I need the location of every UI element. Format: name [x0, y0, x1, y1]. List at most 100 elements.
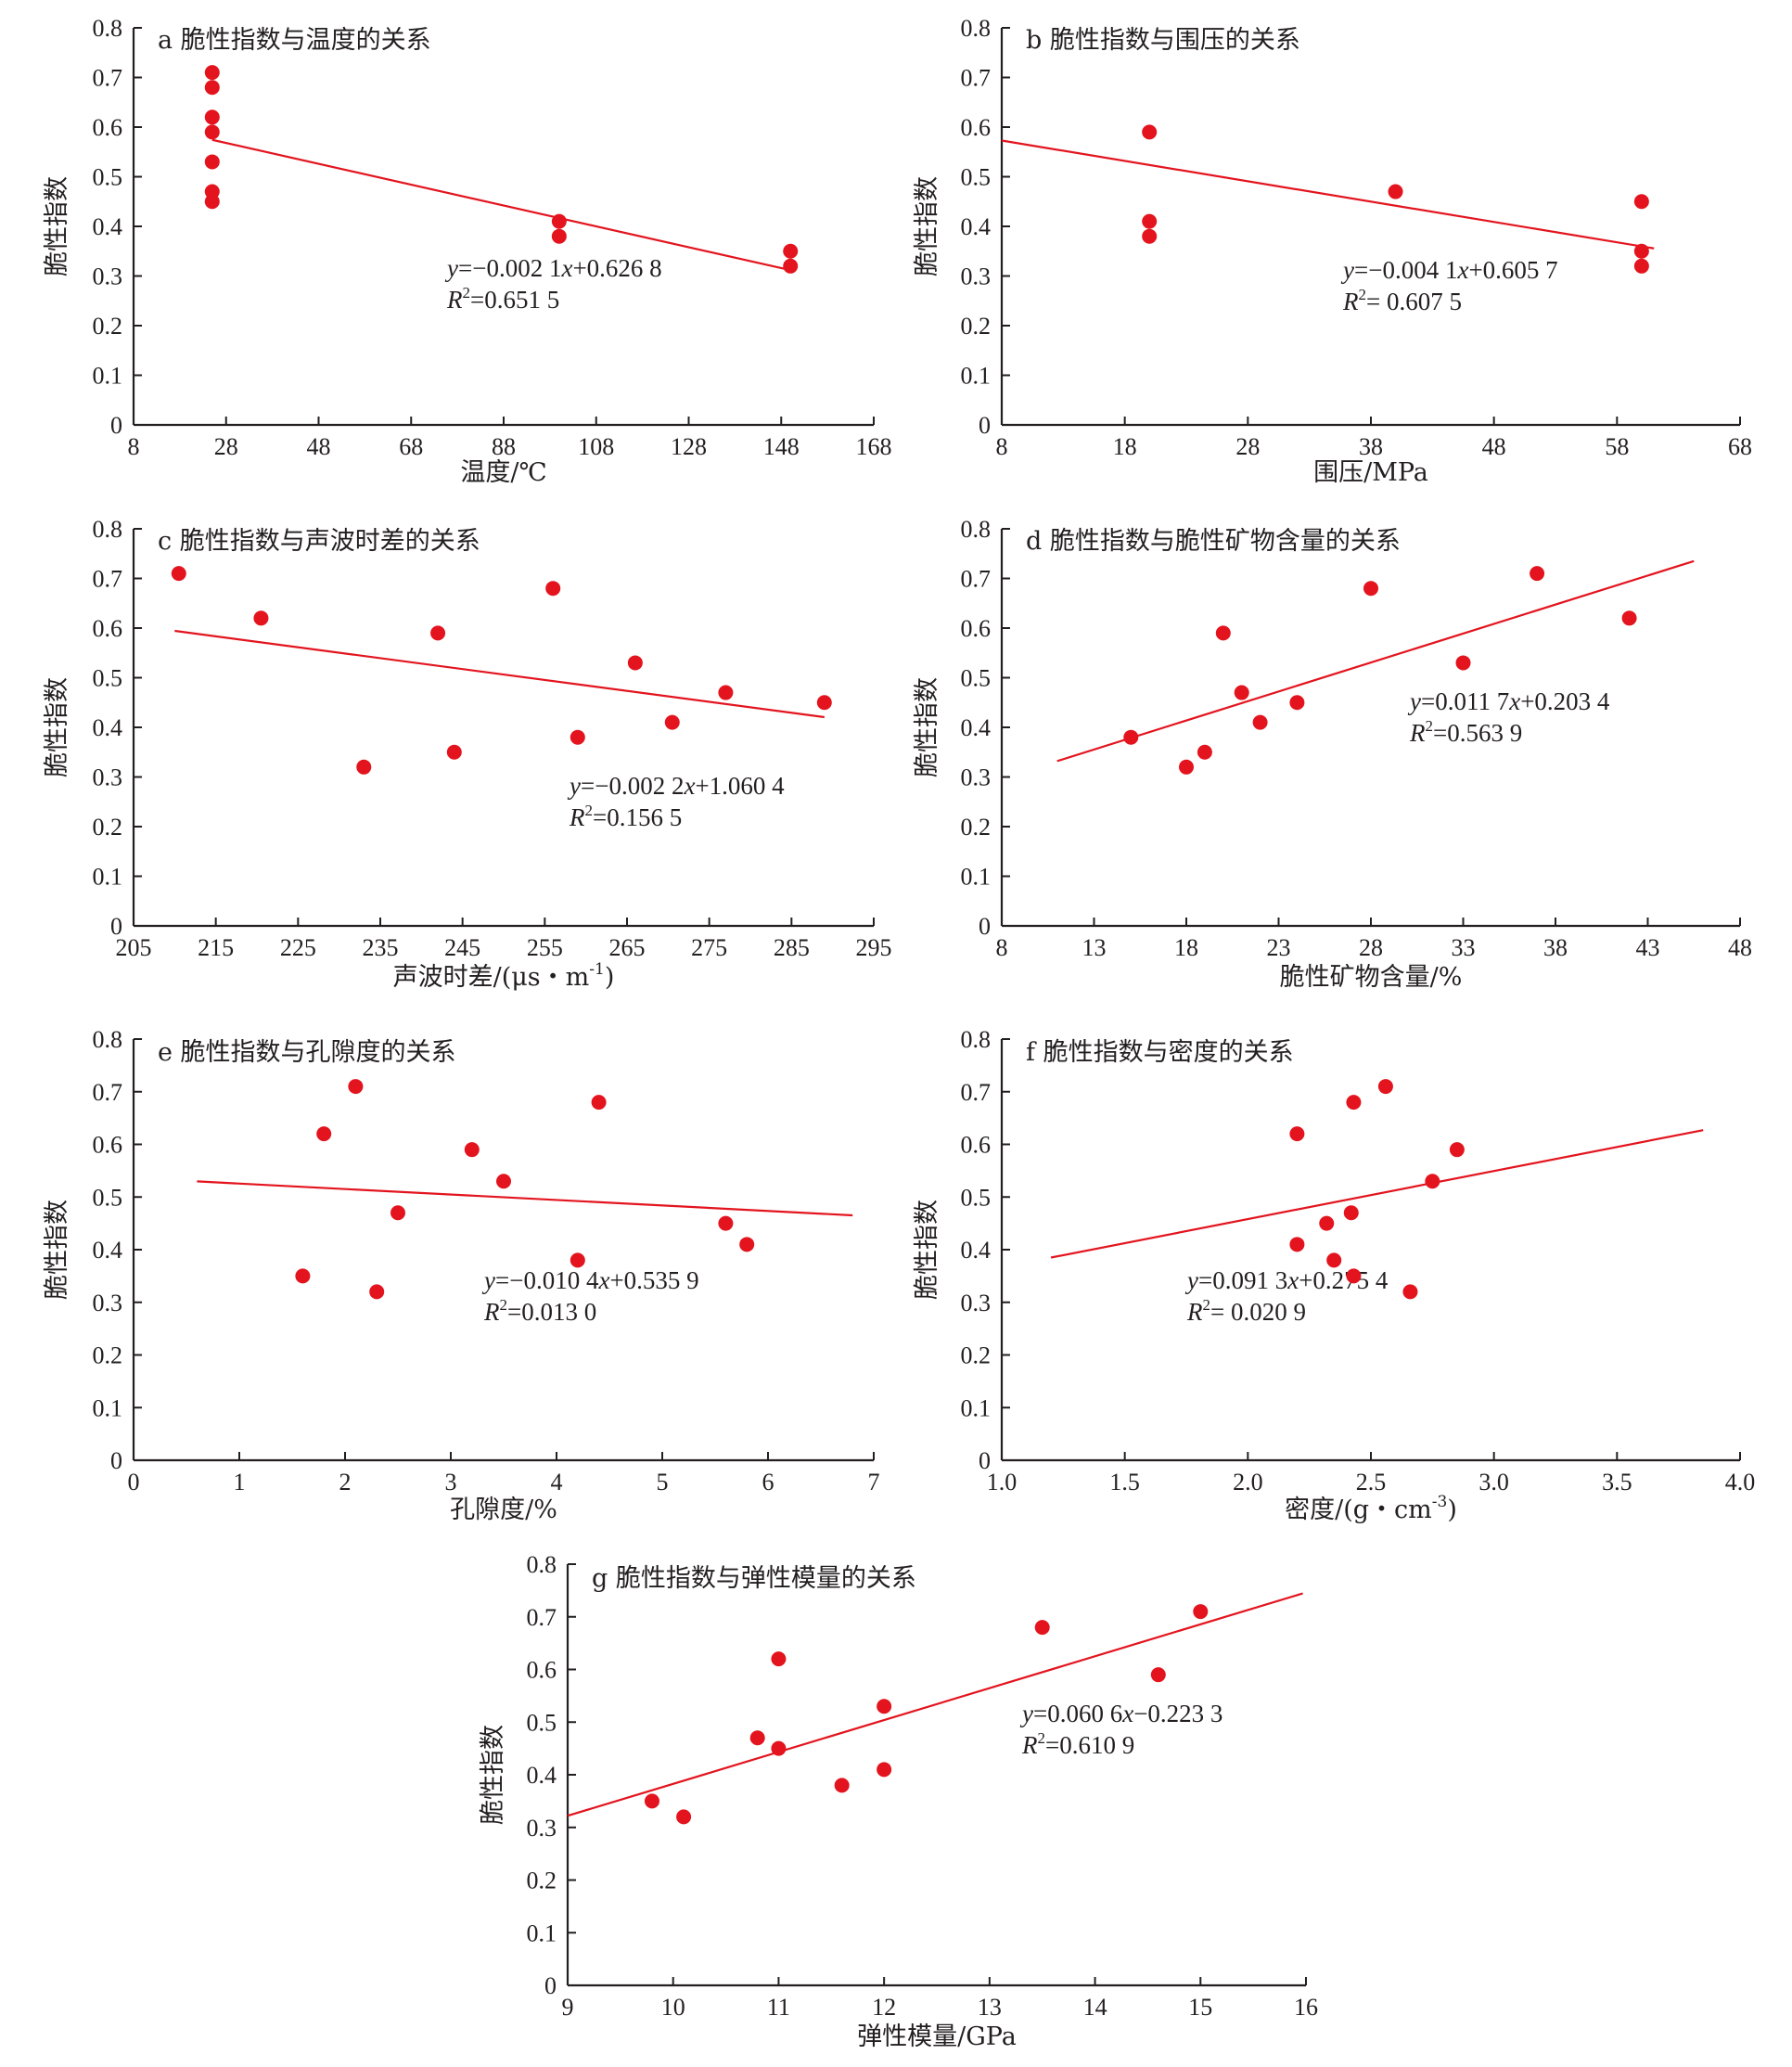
regression-equation: y=0.091 3x+0.275 4 [1184, 1266, 1389, 1294]
y-axis-title: 脆性指数 [913, 176, 941, 276]
regression-line [1001, 139, 1655, 250]
y-tick-label: 0 [110, 1447, 122, 1474]
data-point [783, 243, 799, 259]
x-tick-label: 8 [128, 433, 140, 460]
r-squared: R2= 0.020 9 [1186, 1296, 1306, 1326]
x-tick-label: 225 [280, 934, 316, 961]
equation-intercept: +0.626 8 [572, 254, 661, 282]
y-tick-label: 0.1 [961, 864, 992, 891]
equation-var: x [1508, 687, 1520, 715]
data-point [1234, 685, 1249, 700]
x-axis-title: 围压/MPa [1313, 458, 1428, 487]
equation-slope: =−0.002 1 [458, 254, 561, 282]
r-squared: R2=0.651 5 [446, 284, 559, 314]
y-tick-label: 0.7 [93, 1079, 123, 1106]
data-point [204, 194, 220, 210]
y-tick-label: 0.2 [93, 814, 123, 841]
regression-equation: y=−0.002 1x+0.626 8 [444, 254, 662, 282]
r-squared-value: =0.563 9 [1433, 719, 1522, 747]
x-tick-label: 88 [492, 433, 516, 460]
y-tick-label: 0.6 [527, 1657, 557, 1684]
x-axis-title: 孔隙度/% [450, 1496, 557, 1524]
equation-lhs: y [567, 772, 581, 800]
x-tick-label: 8 [996, 934, 1008, 961]
y-tick-label: 0.2 [93, 313, 123, 340]
data-point [877, 1762, 892, 1778]
equation-var: x [560, 254, 572, 282]
equation-slope: =0.091 3 [1198, 1266, 1287, 1294]
r-squared-symbol: R [1186, 1298, 1203, 1326]
equation-var: x [1456, 256, 1468, 284]
panel-title: g 脆性指数与弹性模量的关系 [592, 1564, 916, 1593]
x-tick-label: 215 [198, 934, 234, 961]
x-tick-label: 11 [767, 1994, 790, 2021]
r-squared: R2=0.156 5 [569, 802, 682, 831]
y-tick-label: 0.6 [961, 615, 992, 642]
x-tick-label: 14 [1083, 1994, 1107, 2021]
x-tick-label: 10 [661, 1994, 685, 2021]
y-tick-label: 0 [110, 913, 122, 940]
panel-title: c 脆性指数与声波时差的关系 [158, 527, 480, 556]
data-point [1633, 243, 1649, 259]
y-tick-label: 0.3 [93, 764, 123, 791]
data-point [1530, 566, 1545, 582]
y-tick-label: 0.7 [93, 65, 123, 92]
equation-slope: =−0.002 2 [581, 772, 684, 800]
y-tick-label: 0.4 [961, 714, 992, 741]
chart-panel-f: 1.0 1.5 2.0 2.5 3.0 3.5 4.0 0 0.1 0.2 0.3 0.4 0.5 0.6… [913, 1026, 1755, 1524]
x-tick-label: 275 [691, 934, 727, 961]
regression-line [197, 1180, 853, 1217]
x-tick-label: 68 [1728, 433, 1752, 460]
x-axis-title: 声波时差/(μs・m-1) [393, 960, 615, 992]
regression-equation: y=0.060 6x−0.223 3 [1019, 1700, 1222, 1727]
equation-intercept: +0.275 4 [1299, 1266, 1389, 1294]
y-tick-label: 0.7 [961, 65, 992, 92]
x-tick-label: 13 [978, 1994, 1002, 2021]
chart-panel-c: 205 215 225 235 245 255 265 275 285 295 0 0.1 0.2 0.3… [43, 516, 892, 992]
data-point [1343, 1205, 1359, 1221]
y-tick-label: 0.5 [961, 1184, 992, 1211]
x-tick-label: 265 [609, 934, 646, 961]
equation-slope: =−0.004 1 [1354, 256, 1457, 284]
data-point [496, 1174, 511, 1189]
data-point [204, 154, 220, 170]
y-tick-label: 0.1 [93, 864, 123, 891]
x-tick-label: 108 [578, 433, 614, 460]
x-tick-label: 9 [562, 1994, 574, 2021]
regression-equation: y=−0.010 4x+0.535 9 [481, 1266, 699, 1294]
r-squared-exponent: 2 [500, 1296, 508, 1314]
data-point [1346, 1268, 1362, 1284]
x-tick-label: 7 [868, 1469, 880, 1496]
x-tick-label: 1 [234, 1469, 246, 1496]
data-point [1402, 1284, 1418, 1300]
y-tick-label: 0 [979, 412, 991, 439]
data-point [316, 1126, 332, 1142]
y-tick-label: 0.5 [93, 665, 123, 692]
regression-line [1050, 1129, 1704, 1259]
data-point [1142, 213, 1158, 229]
x-tick-label: 3.5 [1602, 1469, 1632, 1496]
data-point [1142, 228, 1158, 244]
r-squared: R2=0.563 9 [1409, 717, 1522, 747]
y-tick-label: 0.5 [93, 1184, 123, 1211]
y-tick-label: 0.3 [961, 263, 992, 290]
r-squared-exponent: 2 [1426, 717, 1434, 735]
data-point [739, 1237, 755, 1252]
data-point [570, 1252, 585, 1268]
x-axis-title-text: 声波时差/(μs・m [393, 963, 590, 992]
y-tick-label: 0.2 [961, 814, 992, 841]
x-axis-title-text: 温度/℃ [460, 458, 546, 487]
equation-slope: =−0.010 4 [495, 1266, 599, 1294]
y-tick-label: 0.7 [961, 566, 992, 593]
x-tick-label: 295 [856, 934, 892, 961]
data-point [1197, 744, 1212, 760]
data-point [1633, 258, 1649, 274]
r-squared-value: =0.651 5 [470, 286, 559, 314]
data-point [545, 581, 561, 597]
data-point [718, 1215, 734, 1231]
data-point [570, 729, 585, 745]
equation-slope: =0.011 7 [1421, 687, 1509, 715]
x-tick-label: 0 [128, 1469, 140, 1496]
equation-lhs: y [1184, 1266, 1198, 1294]
x-tick-label: 4.0 [1725, 1469, 1756, 1496]
